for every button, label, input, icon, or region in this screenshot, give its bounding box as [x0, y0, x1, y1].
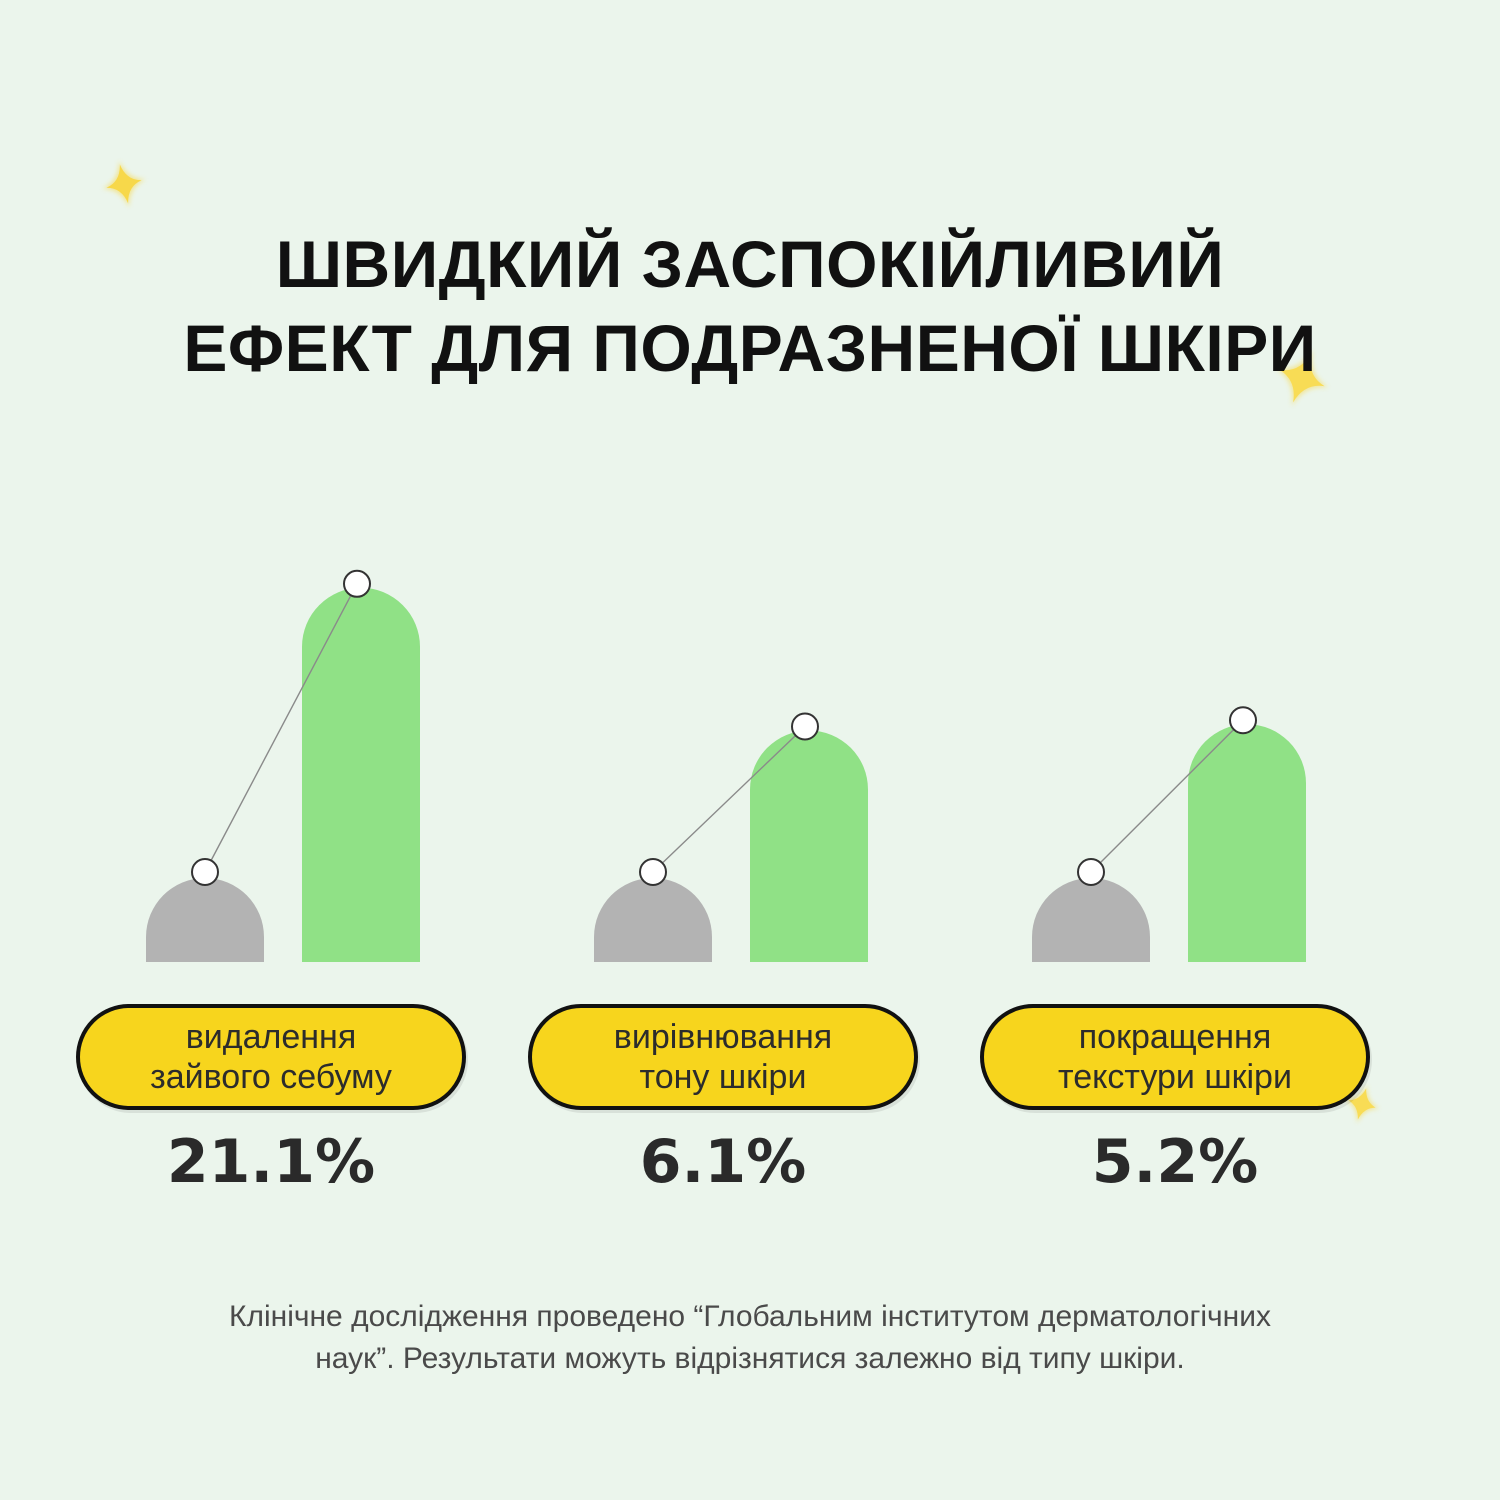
category-label-line: зайвого себуму — [150, 1058, 392, 1096]
marker-dot — [791, 712, 819, 741]
category-group-tone: вирівнювання тону шкіри 6.1% — [528, 1004, 918, 1198]
category-label-pill: видалення зайвого себуму — [76, 1004, 466, 1110]
title-line-2: ЕФЕКТ ДЛЯ ПОДРАЗНЕНОЇ ШКІРИ — [183, 311, 1317, 385]
bar-after — [750, 730, 868, 962]
marker-dot — [639, 858, 667, 886]
footnote-line-1: Клінічне дослідження проведено “Глобальн… — [228, 1300, 1272, 1333]
marker-dot — [343, 569, 371, 598]
category-group-texture: покращення текстури шкіри 5.2% — [980, 1004, 1370, 1198]
marker-dot — [1077, 858, 1105, 886]
page-title: ШВИДКИЙ ЗАСПОКІЙЛИВИЙ ЕФЕКТ ДЛЯ ПОДРАЗНЕ… — [0, 222, 1500, 390]
category-label-line: тону шкіри — [639, 1058, 807, 1096]
marker-dot — [191, 858, 219, 886]
percent-value: 6.1% — [639, 1127, 807, 1197]
connector-line — [204, 583, 358, 873]
title-line-1: ШВИДКИЙ ЗАСПОКІЙЛИВИЙ — [275, 227, 1225, 301]
category-label-line: текстури шкіри — [1058, 1058, 1292, 1096]
connector-line — [652, 725, 806, 873]
marker-dot — [1229, 706, 1257, 735]
sparkle-icon — [1344, 1084, 1380, 1124]
bar-after — [302, 587, 420, 962]
connector-line — [1090, 719, 1244, 873]
bar-before — [1032, 878, 1150, 962]
sparkle-icon — [1275, 349, 1329, 407]
bar-after — [1188, 724, 1306, 962]
category-label-pill: вирівнювання тону шкіри — [528, 1004, 918, 1110]
category-group-sebum: видалення зайвого себуму 21.1% — [76, 1004, 466, 1198]
sparkle-icon — [102, 160, 146, 208]
bar-before — [146, 878, 264, 962]
percent-value: 21.1% — [166, 1127, 376, 1197]
category-label-line: вирівнювання — [613, 1018, 833, 1056]
category-label-line: покращення — [1078, 1018, 1272, 1056]
percent-value: 5.2% — [1091, 1127, 1259, 1197]
footnote-line-2: наук”. Результати можуть відрізнятися за… — [315, 1342, 1185, 1375]
bar-before — [594, 878, 712, 962]
footnote: Клінічне дослідження проведено “Глобальн… — [0, 1296, 1500, 1380]
category-label-pill: покращення текстури шкіри — [980, 1004, 1370, 1110]
category-label-line: видалення — [185, 1018, 357, 1056]
